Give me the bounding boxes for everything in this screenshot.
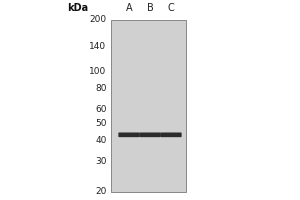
Text: 60: 60	[95, 105, 106, 114]
Text: B: B	[147, 3, 153, 13]
Text: 30: 30	[95, 157, 106, 166]
Text: C: C	[168, 3, 174, 13]
Text: A: A	[126, 3, 132, 13]
Text: 140: 140	[89, 42, 106, 51]
FancyBboxPatch shape	[111, 20, 186, 192]
Text: 200: 200	[89, 16, 106, 24]
FancyBboxPatch shape	[160, 132, 182, 137]
Text: 20: 20	[95, 188, 106, 196]
FancyBboxPatch shape	[118, 132, 140, 137]
Text: 80: 80	[95, 84, 106, 93]
FancyBboxPatch shape	[139, 132, 161, 137]
Text: 50: 50	[95, 119, 106, 128]
Text: 100: 100	[89, 67, 106, 76]
Text: 40: 40	[95, 136, 106, 145]
Text: kDa: kDa	[68, 3, 88, 13]
